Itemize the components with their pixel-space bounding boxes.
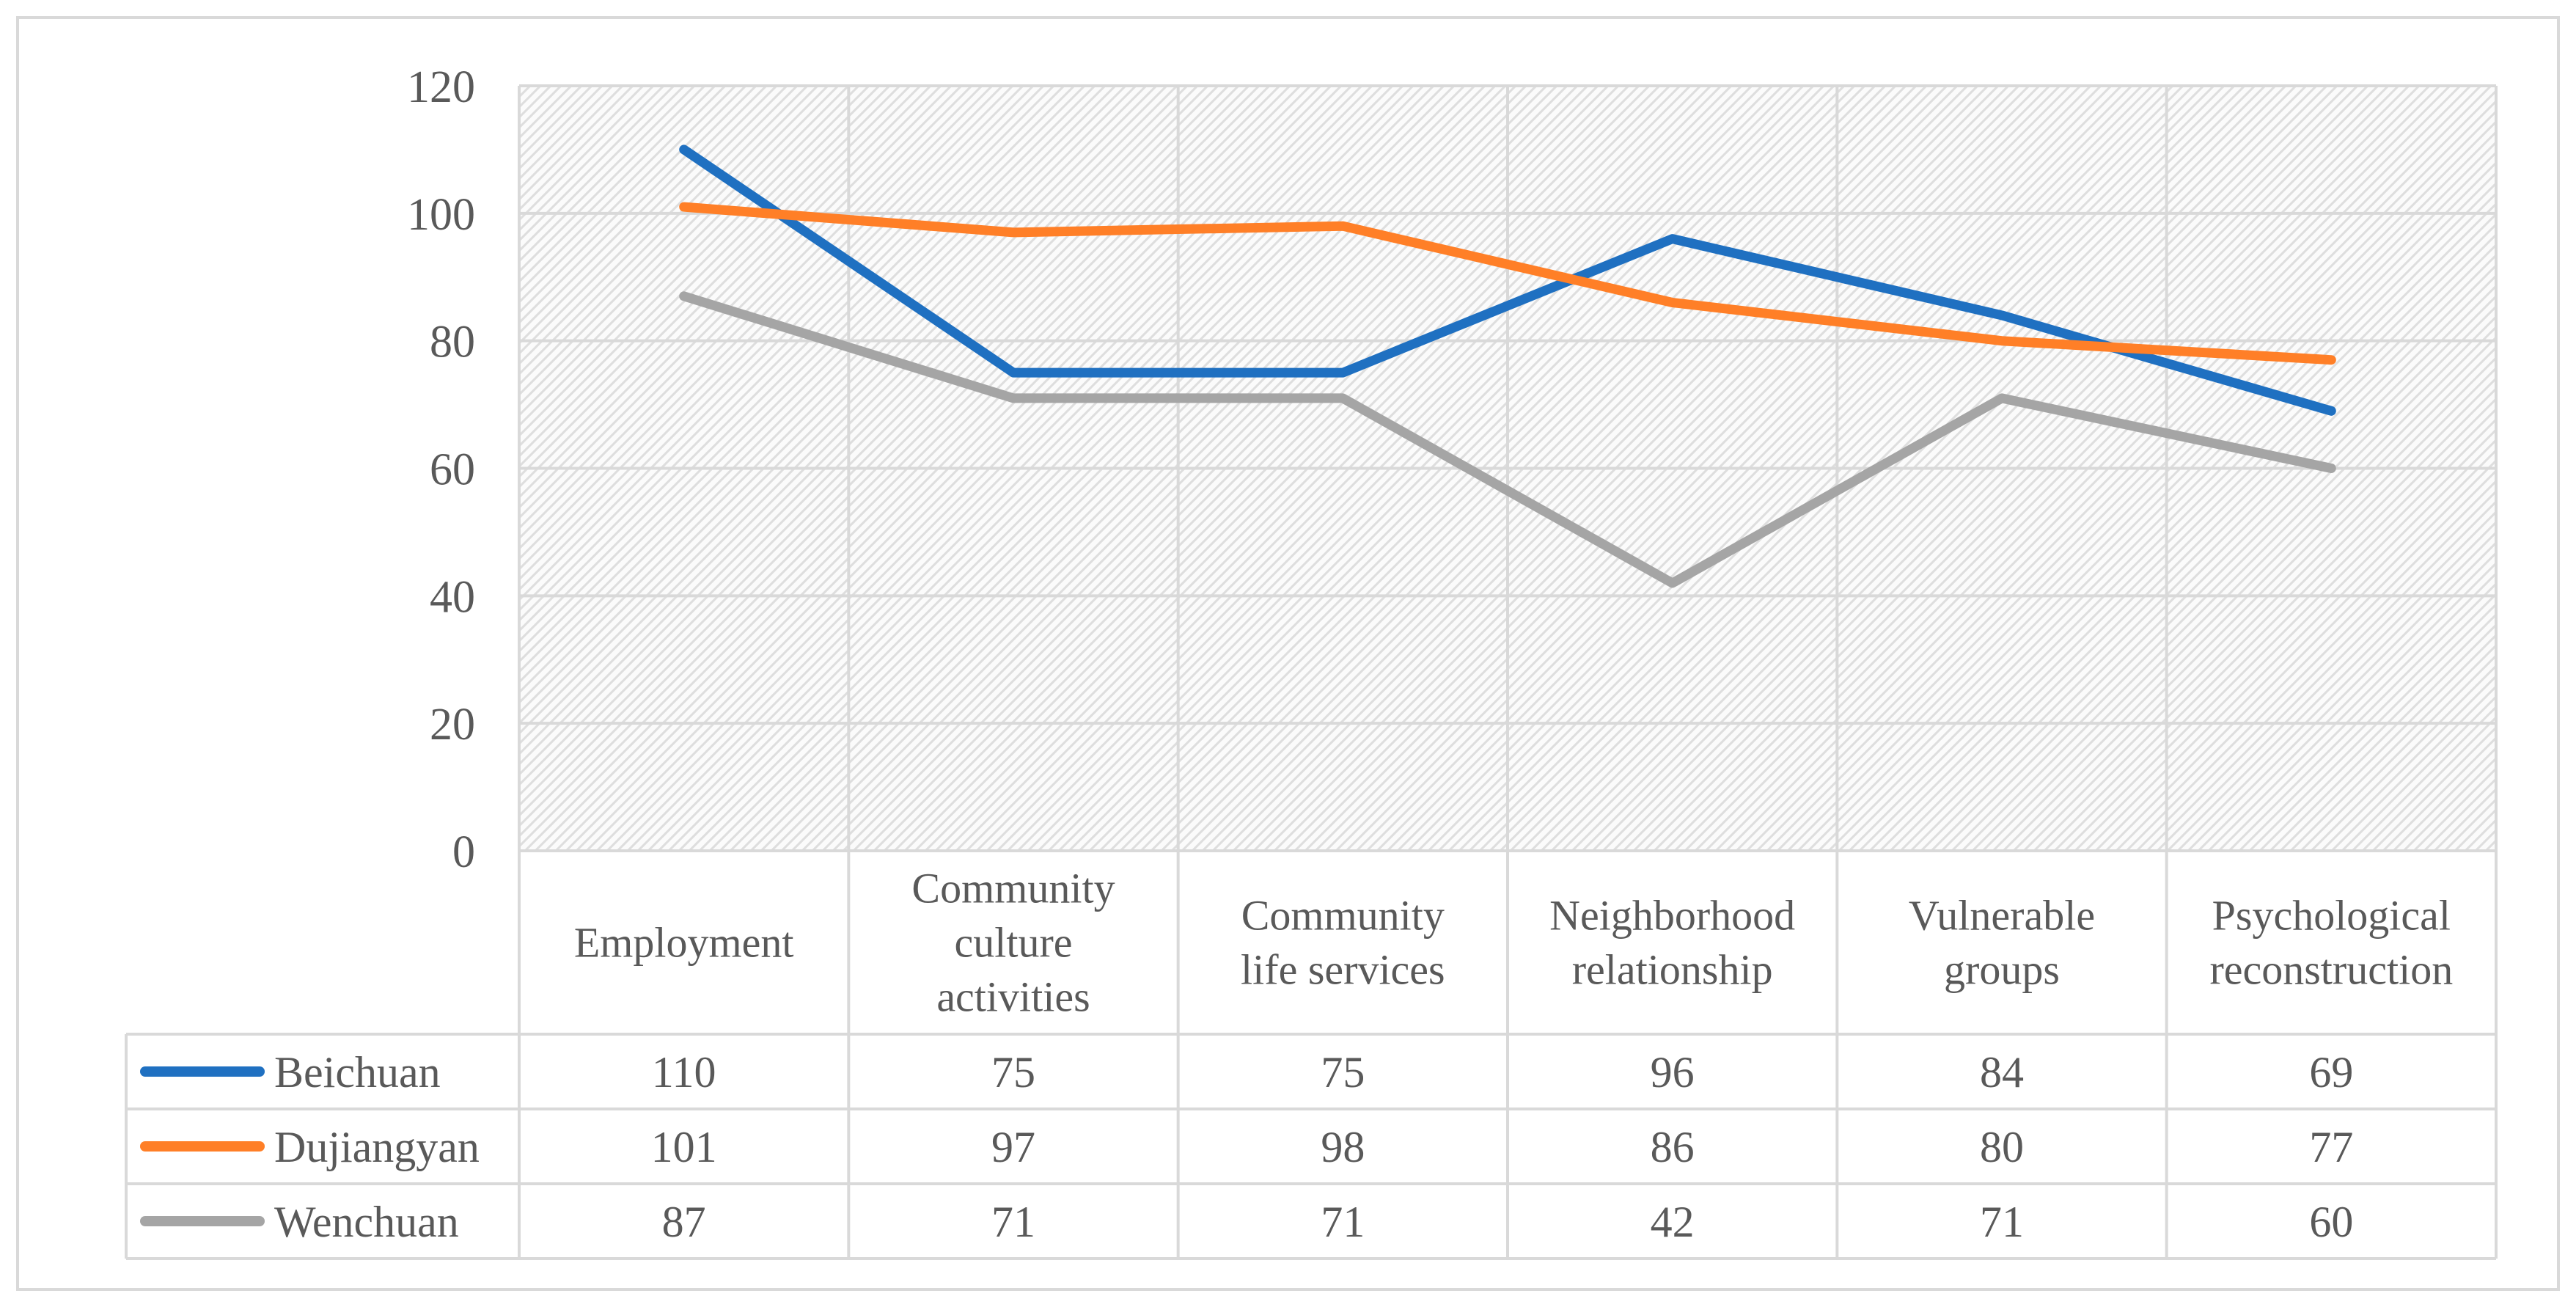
- table-value-dujiangyan-4: 80: [1980, 1123, 2024, 1171]
- category-label-2: Community life services: [1241, 892, 1445, 994]
- category-label-line: relationship: [1572, 946, 1773, 994]
- legend-label-wenchuan: Wenchuan: [274, 1198, 459, 1246]
- category-label-line: culture: [954, 919, 1072, 967]
- series-line-wenchuan: [679, 291, 2336, 588]
- category-label-line: activities: [936, 973, 1090, 1021]
- y-tick-label-120: 120: [407, 62, 475, 112]
- category-label-line: groups: [1944, 946, 2060, 994]
- y-tick-label-20: 20: [430, 700, 475, 750]
- y-tick-label-80: 80: [430, 318, 475, 367]
- table-value-wenchuan-4: 71: [1980, 1198, 2024, 1246]
- table-value-wenchuan-0: 87: [662, 1198, 706, 1246]
- category-label-5: Psychological reconstruction: [2209, 892, 2453, 994]
- table-value-wenchuan-5: 60: [2309, 1198, 2353, 1246]
- y-tick-label-40: 40: [430, 572, 475, 622]
- category-label-3: Neighborhood relationship: [1549, 892, 1795, 994]
- category-label-line: reconstruction: [2209, 946, 2453, 994]
- table-value-dujiangyan-0: 101: [651, 1123, 717, 1171]
- table-value-dujiangyan-1: 97: [991, 1123, 1035, 1171]
- table-value-wenchuan-1: 71: [991, 1198, 1035, 1246]
- category-label-0: Employment: [574, 919, 794, 967]
- table-value-beichuan-3: 96: [1651, 1048, 1695, 1097]
- table-value-dujiangyan-2: 98: [1321, 1123, 1365, 1171]
- category-label-4: Vulnerable groups: [1909, 892, 2095, 994]
- legend-label-beichuan: Beichuan: [274, 1048, 441, 1097]
- table-value-dujiangyan-5: 77: [2309, 1123, 2353, 1171]
- category-label-line: Community: [1241, 892, 1445, 940]
- table-value-dujiangyan-3: 86: [1651, 1123, 1695, 1171]
- legend-label-dujiangyan: Dujiangyan: [274, 1123, 480, 1171]
- table-value-beichuan-2: 75: [1321, 1048, 1365, 1097]
- table-value-wenchuan-3: 42: [1651, 1198, 1695, 1246]
- series-line-dujiangyan: [679, 202, 2336, 365]
- table-value-beichuan-5: 69: [2309, 1048, 2353, 1097]
- table-value-beichuan-0: 110: [652, 1048, 716, 1097]
- category-label-1: Community culture activities: [911, 865, 1115, 1021]
- y-tick-label-100: 100: [407, 190, 475, 240]
- category-label-line: Employment: [574, 919, 794, 967]
- table-value-beichuan-4: 84: [1980, 1048, 2024, 1097]
- category-label-line: life services: [1241, 946, 1445, 994]
- category-label-line: Neighborhood: [1549, 892, 1795, 940]
- table-value-beichuan-1: 75: [991, 1048, 1035, 1097]
- table-value-wenchuan-2: 71: [1321, 1198, 1365, 1246]
- category-label-line: Vulnerable: [1909, 892, 2095, 940]
- series-line-beichuan: [679, 144, 2336, 416]
- y-tick-label-0: 0: [452, 827, 475, 877]
- category-label-line: Psychological: [2212, 892, 2451, 940]
- y-tick-label-60: 60: [430, 445, 475, 495]
- category-label-line: Community: [911, 865, 1115, 912]
